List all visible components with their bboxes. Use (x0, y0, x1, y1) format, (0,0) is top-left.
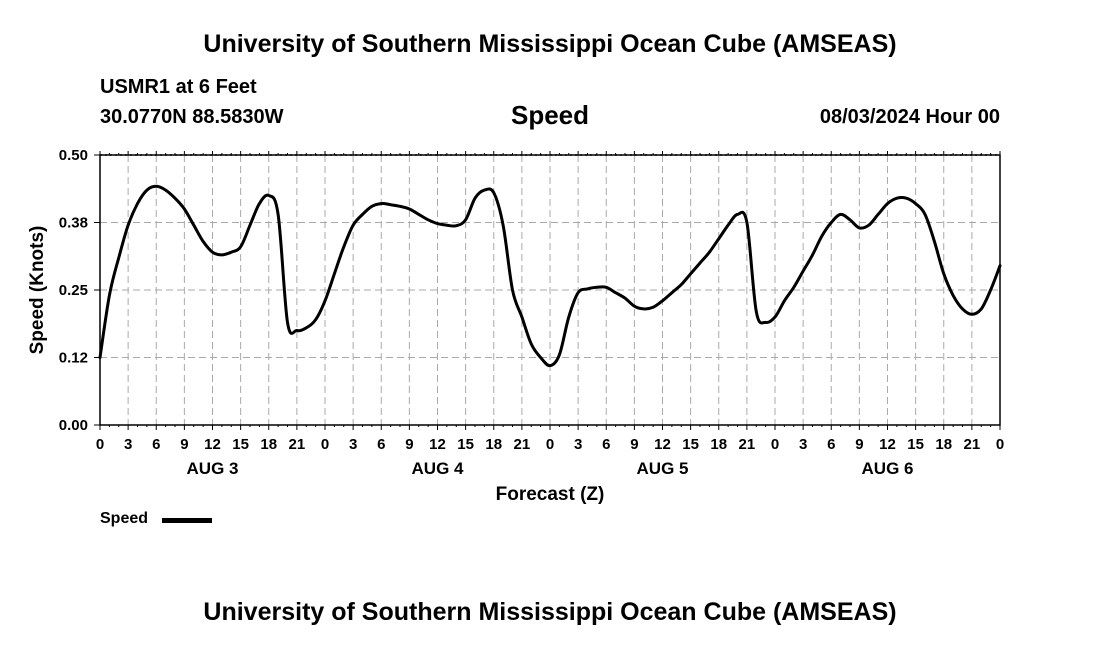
x-tick-label: 21 (964, 436, 981, 453)
day-label: AUG 5 (637, 459, 689, 478)
x-tick-label: 9 (180, 436, 188, 453)
x-tick-label: 3 (349, 436, 357, 453)
x-tick-label: 18 (710, 436, 727, 453)
y-tick-label: 0.38 (59, 215, 88, 232)
x-tick-label: 12 (654, 436, 671, 453)
station-label: USMR1 at 6 Feet (100, 76, 257, 98)
day-label: AUG 6 (862, 459, 914, 478)
x-tick-label: 12 (879, 436, 896, 453)
axis-ticks: 0 3 6 9 12 15 18 21 0 3 6 9 12 15 18 21 0 3 6 9 12 15 18 21 0 3 6 9… (59, 147, 1004, 478)
x-tick-label: 3 (124, 436, 132, 453)
y-tick-label: 0.25 (59, 282, 88, 299)
x-tick-label: 12 (204, 436, 221, 453)
day-label: AUG 3 (187, 459, 239, 478)
forecast-datetime: 08/03/2024 Hour 00 (819, 106, 1000, 128)
day-label: AUG 4 (412, 459, 465, 478)
x-tick-label: 21 (514, 436, 531, 453)
speed-series-line (98, 184, 1002, 368)
x-tick-label: 3 (574, 436, 582, 453)
x-tick-label: 21 (289, 436, 306, 453)
footer-title: University of Southern Mississippi Ocean… (203, 598, 897, 626)
y-tick-label: 0.50 (59, 147, 88, 164)
y-tick-label: 0.12 (59, 350, 88, 367)
coordinates-label: 30.0770N 88.5830W (100, 106, 284, 128)
x-tick-label: 0 (996, 436, 1004, 453)
x-tick-label: 6 (152, 436, 160, 453)
grid (100, 154, 1000, 425)
x-tick-label: 3 (799, 436, 807, 453)
x-tick-label: 15 (232, 436, 249, 453)
x-tick-label: 12 (429, 436, 446, 453)
y-axis-label: Speed (Knots) (27, 226, 48, 355)
x-tick-label: 6 (377, 436, 385, 453)
x-tick-label: 9 (405, 436, 413, 453)
x-tick-label: 18 (935, 436, 952, 453)
x-tick-label: 9 (630, 436, 638, 453)
x-tick-label: 18 (485, 436, 502, 453)
legend-swatch (162, 518, 212, 523)
x-tick-label: 6 (602, 436, 610, 453)
y-tick-label: 0.00 (59, 417, 88, 434)
variable-title: Speed (510, 100, 590, 130)
x-tick-label: 0 (96, 436, 104, 453)
x-tick-label: 9 (855, 436, 863, 453)
x-tick-label: 21 (739, 436, 756, 453)
x-tick-label: 0 (321, 436, 329, 453)
legend-label: Speed (100, 510, 149, 527)
x-tick-label: 0 (546, 436, 554, 453)
x-axis-label: Forecast (Z) (496, 484, 605, 505)
x-tick-label: 15 (457, 436, 474, 453)
x-tick-label: 6 (827, 436, 835, 453)
x-tick-label: 18 (260, 436, 277, 453)
chart-title: University of Southern Mississippi Ocean… (203, 30, 897, 58)
x-tick-label: 15 (682, 436, 699, 453)
x-tick-label: 15 (907, 436, 924, 453)
x-tick-label: 0 (771, 436, 779, 453)
